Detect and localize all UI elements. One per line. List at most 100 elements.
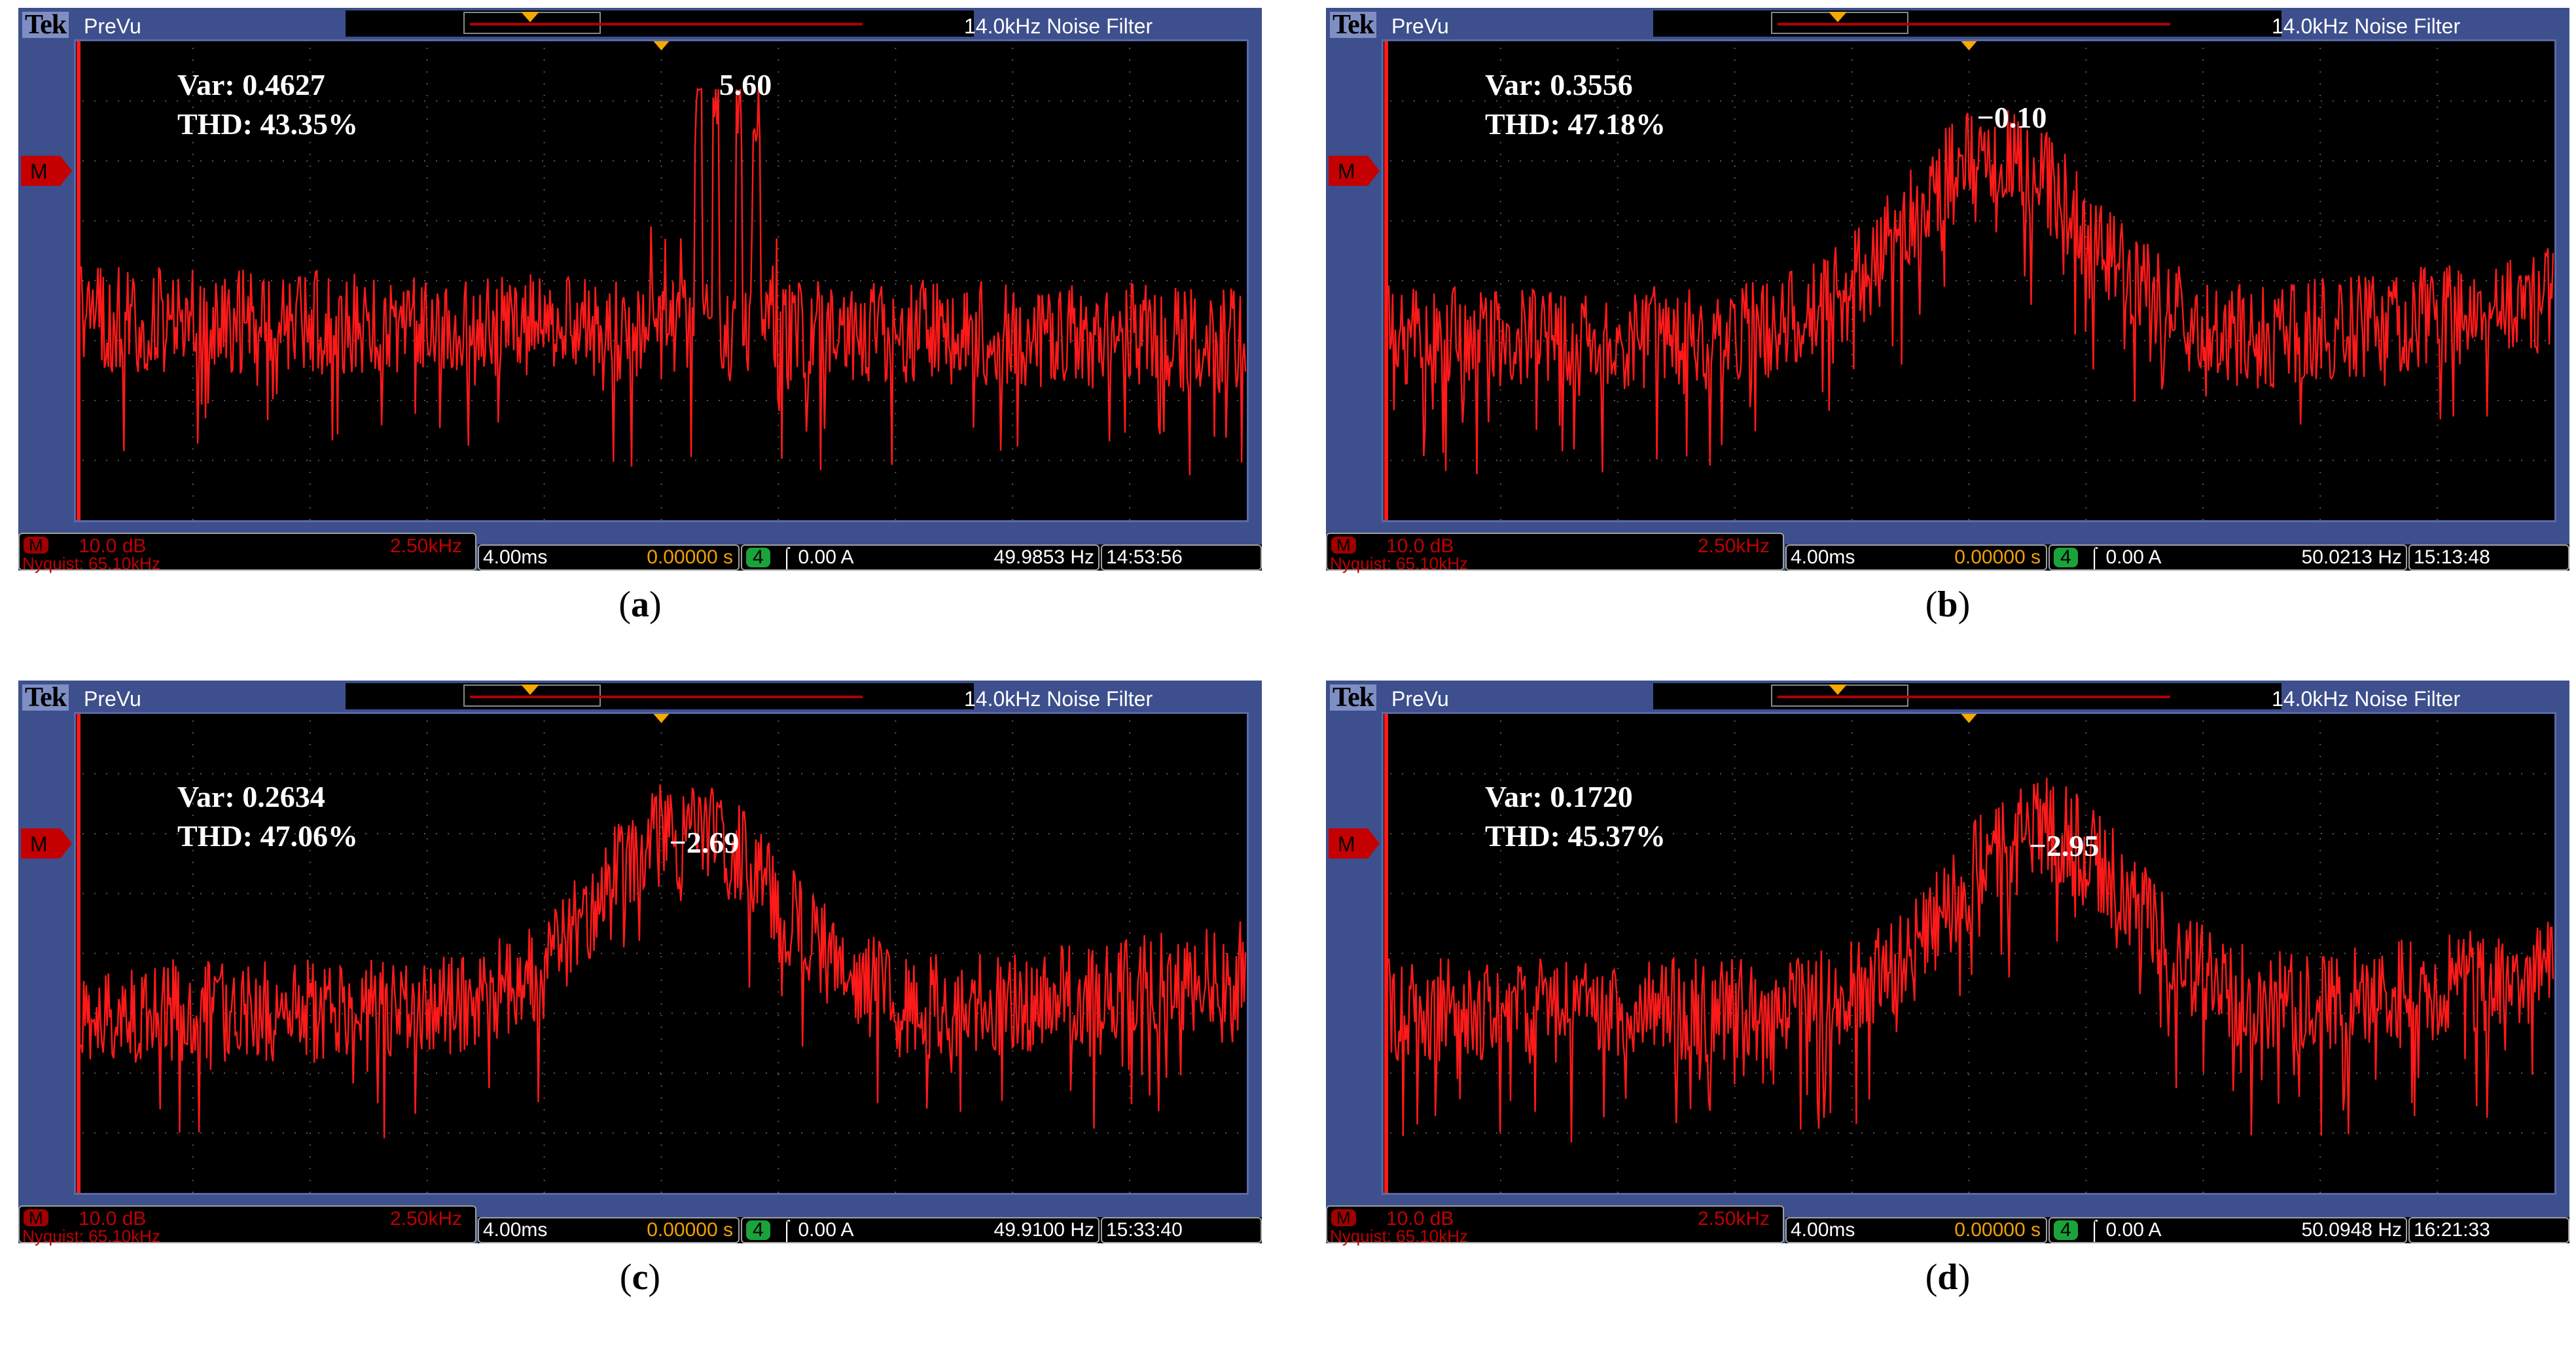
grid-dot — [1129, 803, 1131, 804]
grid-dot — [624, 220, 626, 222]
grid-dot — [1520, 893, 1521, 895]
grid-dot — [1732, 833, 1733, 834]
grid-dot — [1851, 779, 1853, 781]
grid-dot — [1908, 160, 1910, 162]
grid-dot — [1414, 833, 1415, 834]
grid-dot — [1166, 160, 1168, 162]
grid-dot — [554, 1132, 555, 1134]
grid-dot — [942, 459, 944, 461]
grid-dot — [1734, 1192, 1736, 1193]
grid-dot — [1897, 280, 1898, 281]
grid-dot — [1967, 220, 1969, 222]
grid-dot — [660, 1168, 662, 1169]
grid-dot — [1908, 100, 1910, 102]
grid-dot — [1637, 220, 1639, 222]
grid-dot — [1851, 897, 1853, 898]
grid-dot — [1499, 60, 1501, 61]
grid-dot — [2319, 460, 2321, 461]
grid-dot — [2274, 953, 2275, 954]
grid-dot — [543, 1156, 545, 1158]
grid-dot — [2014, 1012, 2016, 1014]
grid-dot — [200, 160, 202, 162]
grid-dot — [2191, 953, 2192, 954]
math-channel-badge: M — [1331, 537, 1356, 554]
grid-dot — [471, 833, 473, 834]
grid-dot — [778, 83, 779, 84]
grid-dot — [412, 340, 414, 342]
grid-dot — [707, 160, 708, 162]
grid-dot — [2391, 400, 2393, 401]
peak-label: −2.69 — [669, 826, 740, 859]
grid-dot — [895, 48, 897, 49]
grid-dot — [424, 1132, 425, 1134]
grid-dot — [188, 1012, 190, 1014]
grid-dot — [636, 459, 637, 461]
grid-dot — [1084, 1012, 1085, 1014]
grid-dot — [1060, 1012, 1062, 1014]
grid-dot — [436, 459, 437, 461]
grid-dot — [2097, 1012, 2098, 1014]
grid-dot — [2319, 389, 2321, 391]
grid-dot — [401, 1132, 402, 1134]
grid-dot — [1617, 815, 1619, 816]
grid-dot — [1237, 220, 1238, 222]
grid-dot — [1685, 833, 1686, 834]
grid-dot — [543, 1121, 545, 1122]
grid-dot — [895, 1012, 897, 1014]
grid-dot — [1129, 897, 1131, 898]
grid-dot — [2132, 340, 2134, 342]
grid-dot — [2168, 1132, 2169, 1134]
grid-dot — [2085, 838, 2087, 840]
grid-dot — [1802, 773, 1804, 775]
grid-dot — [309, 83, 311, 84]
grid-dot — [2474, 893, 2475, 895]
grid-dot — [1012, 732, 1014, 734]
grid-dot — [942, 893, 944, 895]
grid-dot — [601, 833, 602, 834]
grid-dot — [1734, 732, 1736, 734]
grid-dot — [1012, 991, 1014, 993]
grid-dot — [2333, 160, 2334, 162]
grid-dot — [1237, 953, 1238, 954]
grid-dot — [2437, 744, 2439, 745]
grid-dot — [471, 1072, 473, 1074]
grid-dot — [2356, 773, 2357, 775]
grid-dot — [1425, 1072, 1427, 1074]
grid-dot — [1979, 280, 1980, 281]
grid-dot — [1734, 236, 1736, 238]
grid-dot — [271, 220, 272, 222]
grid-dot — [601, 1132, 602, 1134]
grid-dot — [778, 160, 779, 162]
grid-dot — [1734, 460, 1736, 461]
grid-dot — [2521, 100, 2522, 102]
grid-dot — [1720, 160, 1721, 162]
grid-dot — [2109, 400, 2110, 401]
grid-dot — [309, 768, 311, 769]
grid-dot — [426, 472, 428, 473]
grid-dot — [1543, 1132, 1545, 1134]
grid-dot — [365, 459, 367, 461]
grid-dot — [778, 484, 779, 485]
grid-dot — [2403, 400, 2405, 401]
grid-dot — [1851, 1074, 1853, 1075]
grid-dot — [1001, 953, 1003, 954]
grid-dot — [2356, 400, 2357, 401]
grid-dot — [1048, 340, 1050, 342]
grid-dot — [2109, 100, 2110, 102]
grid-dot — [2038, 220, 2039, 222]
grid-dot — [82, 833, 84, 834]
grid-dot — [542, 1132, 543, 1134]
grid-dot — [2097, 773, 2098, 775]
grid-dot — [1543, 893, 1545, 895]
grid-dot — [188, 220, 190, 222]
grid-dot — [2085, 1192, 2087, 1193]
grid-dot — [2144, 773, 2145, 775]
grid-dot — [624, 953, 626, 954]
grid-dot — [1129, 838, 1131, 840]
grid-dot — [2168, 953, 2169, 954]
grid-dot — [1425, 1132, 1427, 1134]
grid-dot — [778, 953, 779, 954]
grid-dot — [1012, 1156, 1014, 1158]
grid-dot — [448, 893, 449, 895]
grid-dot — [2073, 1012, 2075, 1014]
